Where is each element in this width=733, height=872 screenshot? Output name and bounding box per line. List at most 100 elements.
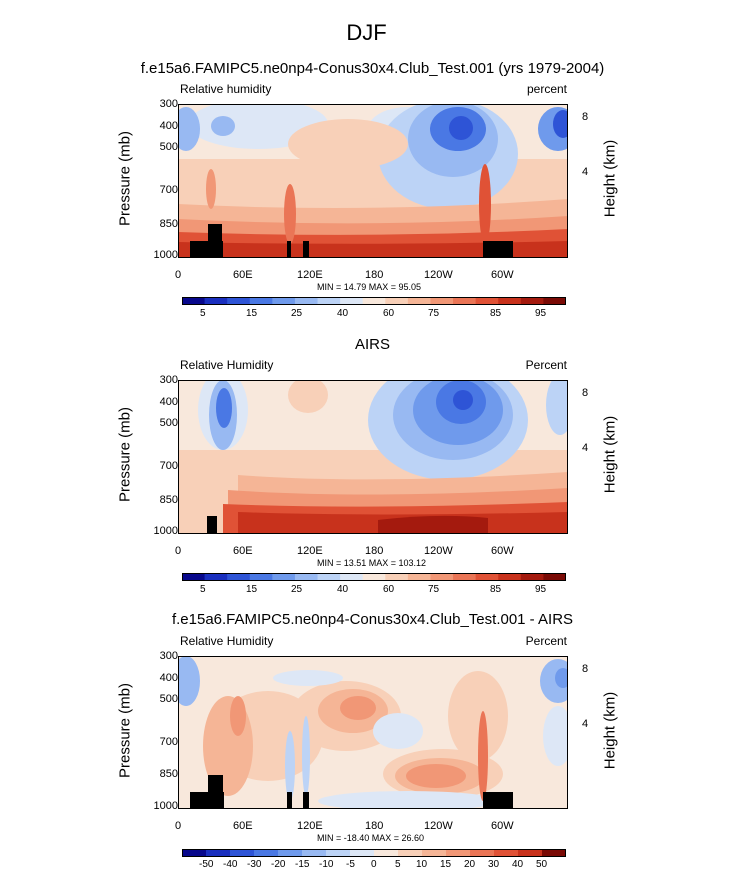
pressure-tick: 700 — [159, 736, 178, 748]
x-tick: 60E — [233, 820, 253, 832]
colorbar-swatch — [204, 573, 228, 581]
x-tick: 120W — [424, 545, 453, 557]
colorbar-label: 25 — [291, 308, 303, 319]
colorbar-swatch — [407, 297, 431, 305]
colorbar-label: 40 — [512, 859, 524, 870]
colorbar-label: -10 — [319, 859, 334, 870]
pressure-tick: 1000 — [153, 525, 178, 537]
x-tick: 0 — [175, 820, 182, 832]
colorbar-swatch — [498, 573, 522, 581]
x-tick: 60E — [233, 269, 253, 281]
colorbar-swatch — [227, 573, 251, 581]
colorbar-label: 60 — [383, 308, 395, 319]
colorbar-swatch — [422, 849, 447, 857]
colorbar-label: -15 — [295, 859, 310, 870]
colorbar-swatch — [340, 573, 364, 581]
colorbar-swatch — [453, 573, 477, 581]
colorbar-swatch — [278, 849, 303, 857]
colorbar-label: 75 — [428, 308, 440, 319]
colorbar-swatch — [294, 573, 319, 581]
units-label: Percent — [525, 358, 567, 372]
colorbar-label: 0 — [371, 859, 377, 870]
x-tick: 60E — [233, 545, 253, 557]
colorbar-label: 60 — [383, 584, 395, 595]
pressure-tick: 700 — [159, 184, 178, 196]
x-tick: 60W — [491, 269, 514, 281]
colorbar-label: 15 — [246, 584, 258, 595]
pressure-tick: 300 — [159, 98, 178, 110]
colorbar-label: 75 — [428, 584, 440, 595]
colorbar-swatch — [542, 849, 566, 857]
height-tick: 4 — [582, 718, 589, 730]
colorbar-swatch — [385, 297, 409, 305]
pressure-tick: 500 — [159, 693, 178, 705]
pressure-tick: 700 — [159, 460, 178, 472]
colorbar-swatch — [249, 297, 273, 305]
x-tick: 0 — [175, 269, 182, 281]
colorbar-swatch — [272, 297, 296, 305]
pressure-tick: 500 — [159, 417, 178, 429]
colorbar-swatch — [182, 849, 207, 857]
pressure-tick: 1000 — [153, 249, 178, 261]
colorbar-swatch — [520, 573, 544, 581]
colorbar-swatch — [518, 849, 543, 857]
colorbar-label: -5 — [346, 859, 355, 870]
units-label: Percent — [525, 634, 567, 648]
x-tick: 120W — [424, 820, 453, 832]
min-max-stats: MIN = 14.79 MAX = 95.05 — [317, 282, 422, 292]
colorbar-swatch — [182, 573, 206, 581]
pressure-tick: 400 — [159, 396, 178, 408]
x-tick: 180 — [365, 820, 384, 832]
colorbar-border — [182, 573, 566, 581]
x-tick: 180 — [365, 269, 384, 281]
panel-title: f.e15a6.FAMIPC5.ne0np4-Conus30x4.Club_Te… — [140, 60, 605, 77]
x-tick: 0 — [175, 545, 182, 557]
colorbar-label: 40 — [337, 584, 349, 595]
colorbar-label: 15 — [246, 308, 258, 319]
colorbar-swatch — [430, 297, 454, 305]
colorbar-swatch — [254, 849, 279, 857]
colorbar-swatch — [182, 297, 206, 305]
colorbar-swatch — [446, 849, 471, 857]
colorbar-swatch — [317, 297, 341, 305]
contour-plot — [178, 380, 568, 534]
colorbar-swatch — [470, 849, 495, 857]
y-axis-label: Pressure (mb) — [116, 406, 134, 503]
colorbar — [182, 849, 566, 857]
pressure-tick: 850 — [159, 218, 178, 230]
min-max-stats: MIN = 13.51 MAX = 103.12 — [317, 558, 427, 568]
colorbar-swatch — [407, 573, 431, 581]
y-axis-right-label: Height (km) — [601, 415, 619, 494]
colorbar-swatch — [398, 849, 423, 857]
colorbar-border — [182, 297, 566, 305]
x-tick: 60W — [491, 820, 514, 832]
variable-label: Relative Humidity — [180, 634, 274, 648]
colorbar-swatch — [272, 573, 296, 581]
x-tick: 120E — [297, 545, 323, 557]
colorbar-swatch — [543, 297, 566, 305]
colorbar-label: 20 — [464, 859, 476, 870]
colorbar-swatch — [494, 849, 519, 857]
y-axis-right-label: Height (km) — [601, 691, 619, 770]
colorbar-swatch — [204, 297, 228, 305]
colorbar-label: 50 — [536, 859, 548, 870]
pressure-tick: 500 — [159, 141, 178, 153]
main-title: DJF — [346, 20, 387, 45]
colorbar-swatch — [317, 573, 341, 581]
colorbar-label: 85 — [490, 308, 502, 319]
colorbar-swatch — [475, 297, 499, 305]
colorbar-swatch — [498, 297, 522, 305]
colorbar-label: 10 — [416, 859, 428, 870]
height-tick: 4 — [582, 166, 589, 178]
colorbar-swatch — [385, 573, 409, 581]
colorbar-swatch — [430, 573, 454, 581]
colorbar-swatch — [230, 849, 255, 857]
colorbar-swatch — [374, 849, 399, 857]
colorbar-swatch — [520, 297, 544, 305]
colorbar — [182, 297, 566, 305]
colorbar-swatch — [206, 849, 231, 857]
pressure-tick: 400 — [159, 120, 178, 132]
y-axis-label: Pressure (mb) — [116, 682, 134, 779]
colorbar-swatch — [294, 297, 319, 305]
colorbar-label: 40 — [337, 308, 349, 319]
